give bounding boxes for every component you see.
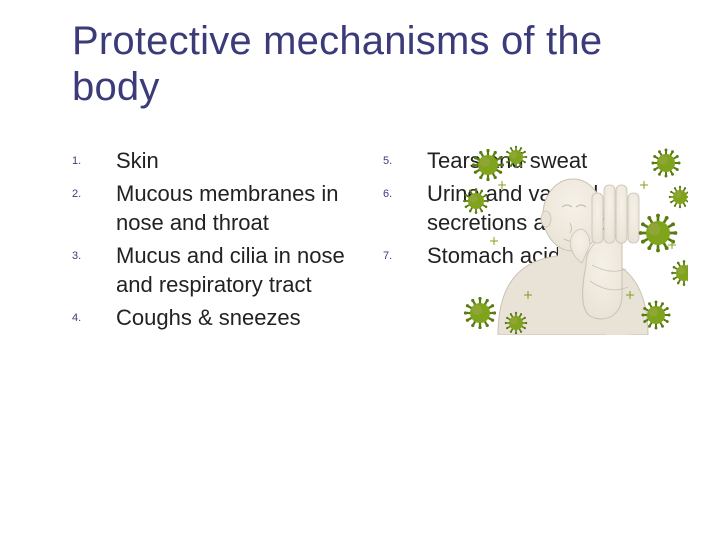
list-item: Skin <box>72 146 369 175</box>
list-item: Mucus and cilia in nose and respiratory … <box>72 241 369 299</box>
list-item: Mucous membranes in nose and throat <box>72 179 369 237</box>
content-columns: Skin Mucous membranes in nose and throatM… <box>72 146 680 336</box>
body-hand-microbes-icon <box>458 145 688 335</box>
slide-title: Protective mechanisms of the body <box>72 18 680 110</box>
list-item: Coughs & sneezes <box>72 303 369 332</box>
left-column: Skin Mucous membranes in nose and throatM… <box>72 146 369 336</box>
slide: Protective mechanisms of the body Skin Mu… <box>0 0 720 540</box>
right-column: Tears and sweatUrine and vaginal secreti… <box>383 146 680 336</box>
left-list: Skin Mucous membranes in nose and throatM… <box>72 146 369 332</box>
illustration-wrap <box>458 145 688 340</box>
